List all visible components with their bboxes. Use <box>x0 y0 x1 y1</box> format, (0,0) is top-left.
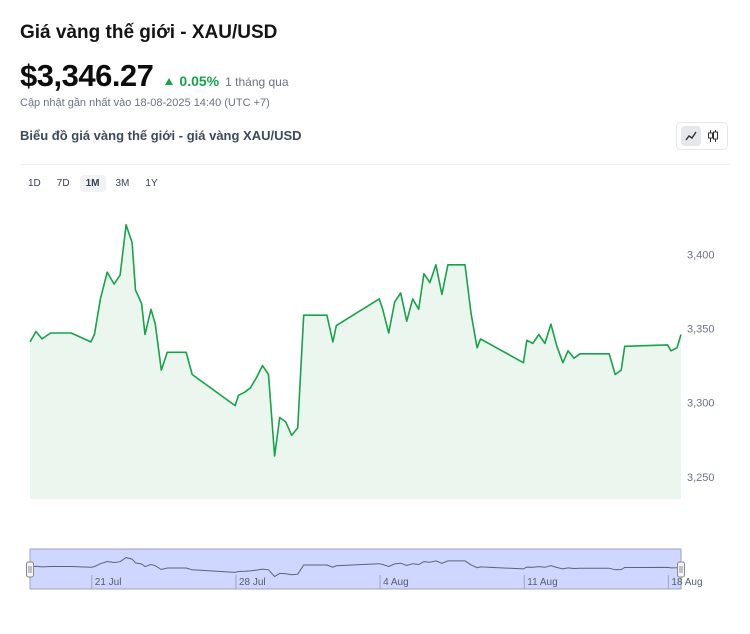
range-1m-button[interactable]: 1M <box>79 175 106 192</box>
range-1y-button[interactable]: 1Y <box>145 178 158 189</box>
range-selector: 1D 7D 1M 3M 1Y <box>22 175 164 192</box>
candlestick-button[interactable] <box>703 126 723 146</box>
navigator-label: 18 Aug <box>671 577 702 588</box>
price-area <box>30 224 681 500</box>
range-7d-button[interactable]: 7D <box>56 178 70 189</box>
navigator-label: 28 Jul <box>239 577 266 588</box>
navigator-line <box>29 557 682 578</box>
last-updated: Cập nhật gần nhất vào 18-08-2025 14:40 (… <box>20 97 270 109</box>
candlestick-icon <box>708 130 718 142</box>
y-tick-label: 3,300 <box>687 398 715 410</box>
price-line <box>29 224 682 457</box>
navigator-right-handle[interactable] <box>677 561 685 578</box>
up-arrow-icon <box>165 78 174 85</box>
chart-title: Biểu đồ giá vàng thế giới - giá vàng XAU… <box>20 128 302 143</box>
divider <box>20 164 730 165</box>
current-price: $3,346.27 <box>20 58 154 93</box>
navigator-selection <box>29 548 682 590</box>
price-row: $3,346.27 0.05% 1 tháng qua <box>20 58 289 94</box>
line-chart-button[interactable] <box>681 126 701 146</box>
change-period: 1 tháng qua <box>225 75 289 89</box>
navigator-label: 21 Jul <box>95 577 122 588</box>
page-title: Giá vàng thế giới - XAU/USD <box>20 22 278 43</box>
y-tick-label: 3,400 <box>687 249 715 261</box>
navigator-left-handle[interactable] <box>26 561 34 578</box>
change-percent: 0.05% <box>179 73 220 89</box>
range-1d-button[interactable]: 1D <box>28 178 41 189</box>
line-chart-icon <box>685 131 697 141</box>
y-tick-label: 3,250 <box>687 472 715 484</box>
price-change: 0.05% 1 tháng qua <box>165 73 289 89</box>
y-tick-label: 3,350 <box>687 324 715 336</box>
range-3m-button[interactable]: 3M <box>115 178 130 189</box>
navigator-label: 11 Aug <box>527 577 557 588</box>
navigator-label: 4 Aug <box>383 577 409 588</box>
chart-type-toggle <box>676 122 728 150</box>
